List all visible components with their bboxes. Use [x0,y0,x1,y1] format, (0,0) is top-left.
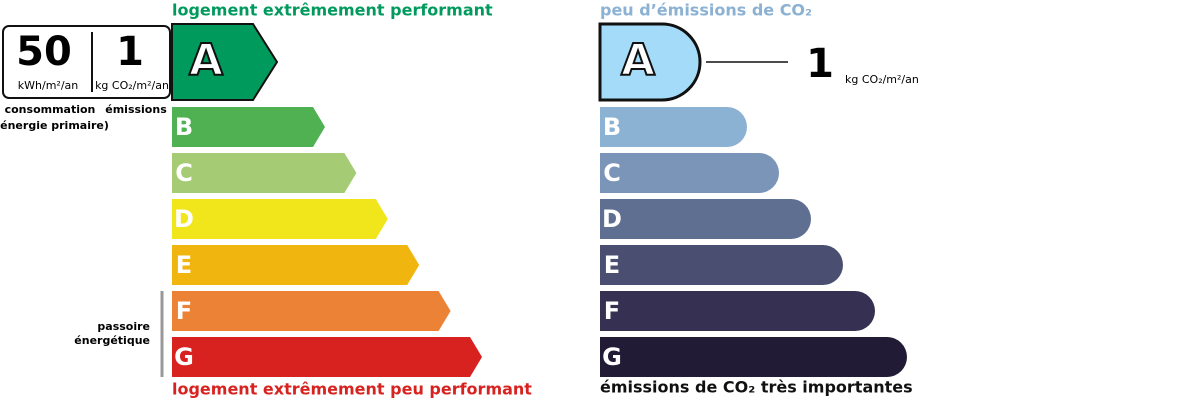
emission-label: émissions [105,103,167,116]
class-bar [600,153,779,193]
class-arrow [172,199,388,239]
top-label: peu d’émissions de CO₂ [600,1,812,20]
class-letter: F [176,297,192,325]
consumption-label: consommation [5,103,96,116]
consumption-label: (énergie primaire) [0,119,109,132]
class-letter: C [603,159,621,187]
class-letter: D [174,205,194,233]
class-letter: E [604,251,620,279]
class-letter: G [602,343,622,371]
consumption-value: 50 [16,29,72,75]
consumption-unit: kWh/m²/an [18,79,78,92]
bottom-label: logement extrêmement peu performant [172,380,532,399]
class-letter: A [621,35,655,86]
climate-value: 1 [806,41,834,87]
passoire-label: passoire [97,320,150,333]
class-arrow [172,153,357,193]
class-arrow [172,245,420,285]
class-letter: E [176,251,192,279]
emission-value: 1 [116,29,144,75]
emission-unit: kg CO₂/m²/an [95,79,169,92]
class-letter: A [189,35,223,86]
class-arrow [172,337,482,377]
climate-unit: kg CO₂/m²/an [845,73,919,86]
class-bar [600,245,843,285]
class-arrow [172,291,451,331]
top-label: logement extrêmement performant [172,1,493,20]
class-letter: B [603,113,621,141]
class-bar [600,291,875,331]
class-arrow [171,23,279,101]
class-letter: D [602,205,622,233]
bottom-label: émissions de CO₂ très importantes [600,378,913,397]
class-bar [600,107,747,147]
class-letter: B [175,113,193,141]
class-bar [598,22,702,102]
class-letter: F [604,297,620,325]
passoire-label: énergétique [74,334,150,347]
class-letter: G [174,343,194,371]
class-arrow [172,107,325,147]
class-bar [600,199,811,239]
value-box [2,25,171,99]
class-letter: C [175,159,193,187]
class-bar [600,337,907,377]
